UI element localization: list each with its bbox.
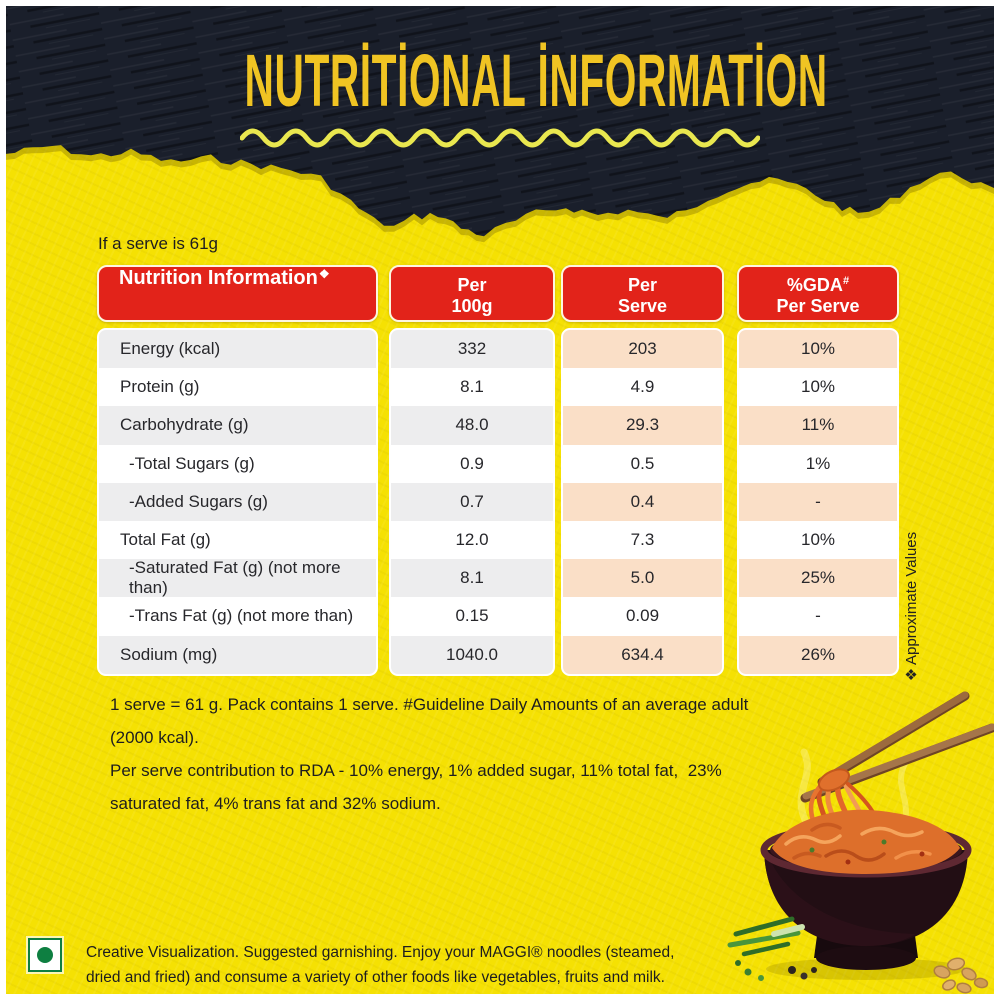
column-body-nutrient: Energy (kcal) Protein (g) Carbohydrate (g)… [97,328,378,676]
per-100g-value-cell: 8.1 [391,368,553,407]
gda-footnote: 1 serve = 61 g. Pack contains 1 serve. #… [110,688,800,820]
per-serve-value-cell: 0.5 [563,444,722,483]
per-100g-value-cell: 1040.0 [391,635,553,674]
column-body-gda: 10% 10% 11% 1% -10% 25% -26% [737,328,899,676]
per-serve-value-cell: 0.4 [563,482,722,521]
per-serve-value-cell: 634.4 [563,635,722,674]
gda-value-cell: - [739,597,897,636]
gda-value-cell: 25% [739,559,897,598]
nutrient-label-cell: -Total Sugars (g) [99,444,376,483]
peppercorns-icon [788,966,817,980]
column-per-serve: Per Serve 203 4.9 29.3 0.5 0.4 7.3 5.0 0.09 634.… [561,265,724,676]
noodles-icon [772,809,960,874]
column-nutrient: Nutrition Information ❖ Energy (kcal) Prot… [97,265,378,676]
column-header-nutrient: Nutrition Information ❖ [97,265,378,322]
per-serve-value-cell: 0.09 [563,597,722,636]
column-body-per-serve: 203 4.9 29.3 0.5 0.4 7.3 5.0 0.09 634.4 [561,328,724,676]
gda-value-cell: 10% [739,520,897,560]
nutrient-label-cell: -Saturated Fat (g) (not more than) [99,558,376,598]
squiggle-underline-icon [240,128,760,148]
footnote-line: saturated fat, 4% trans fat and 32% sodi… [110,794,441,813]
vegetarian-dot [37,947,53,963]
nutrient-label-cell: -Trans Fat (g) (not more than) [99,597,376,636]
noodle-bowl-illustration [727,691,994,994]
column-header-per-100g: Per 100g [389,265,555,322]
per-100g-value-cell: 332 [391,330,553,369]
label-background: NUTRİTİONAL İNFORMATİON If a serve is 61… [6,6,994,994]
disclaimer-row: Creative Visualization. Suggested garnis… [28,938,686,990]
per-100g-value-cell: 48.0 [391,406,553,445]
gda-value-cell: 10% [739,330,897,369]
nutrient-label-cell: Carbohydrate (g) [99,406,376,445]
spring-onion-icon [727,916,805,981]
column-body-per-100g: 332 8.1 48.0 0.9 0.7 12.0 8.1 0.15 1040.0 [389,328,555,676]
nutrient-label-cell: Total Fat (g) [99,520,376,560]
per-serve-value-cell: 203 [563,330,722,369]
column-gda: %GDA# Per Serve 10% 10% 11% 1% -10% 25% -26% [737,265,899,676]
footnote-line: 1 serve = 61 g. Pack contains 1 serve. #… [110,695,758,747]
nutrient-label-cell: Protein (g) [99,368,376,407]
gda-value-cell: 1% [739,444,897,483]
page-title: NUTRİTİONAL İNFORMATİON [6,44,994,118]
column-header-gda: %GDA# Per Serve [737,265,899,322]
per-serve-value-cell: 5.0 [563,559,722,598]
per-100g-value-cell: 0.7 [391,482,553,521]
column-header-per-serve: Per Serve [561,265,724,322]
vegetarian-mark-icon [28,938,62,972]
gda-value-cell: - [739,482,897,521]
peanuts-icon [933,957,989,994]
nutrient-label-cell: Sodium (mg) [99,635,376,674]
approx-values-symbol: ❖ [318,267,330,281]
serving-size-note: If a serve is 61g [98,234,219,253]
per-100g-value-cell: 0.9 [391,444,553,483]
nutrition-table: Nutrition Information ❖ Energy (kcal) Prot… [97,265,907,685]
disclaimer-text: Creative Visualization. Suggested garnis… [86,944,675,986]
approximate-values-note: ❖Approximate Values [903,531,920,684]
per-100g-value-cell: 12.0 [391,520,553,560]
per-serve-value-cell: 7.3 [563,520,722,560]
per-100g-value-cell: 8.1 [391,559,553,598]
per-serve-value-cell: 4.9 [563,368,722,407]
gda-value-cell: 10% [739,368,897,407]
gda-value-cell: 26% [739,635,897,674]
nutrient-label-cell: -Added Sugars (g) [99,482,376,521]
per-100g-value-cell: 0.15 [391,597,553,636]
column-per-100g: Per 100g 332 8.1 48.0 0.9 0.7 12.0 8.1 0.15 1040… [389,265,555,676]
gda-value-cell: 11% [739,406,897,445]
torn-paper-header [6,6,994,243]
nutrient-label-cell: Energy (kcal) [99,330,376,369]
page-title-text: NUTRİTİONAL İNFORMATİON [244,39,828,122]
per-serve-value-cell: 29.3 [563,406,722,445]
footnote-line: Per serve contribution to RDA - 10% ener… [110,761,722,780]
